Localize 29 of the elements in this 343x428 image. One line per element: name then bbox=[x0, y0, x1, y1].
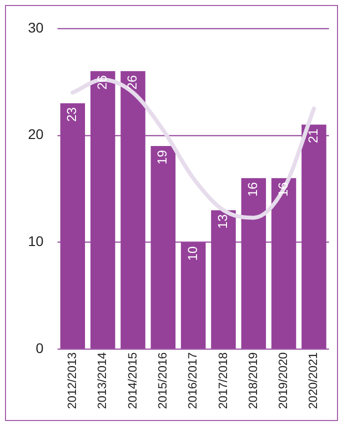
x-tick-label: 2015/2016 bbox=[155, 352, 170, 410]
x-tick-label: 2019/2020 bbox=[276, 352, 290, 410]
data-label: 21 bbox=[306, 128, 320, 144]
data-label: 23 bbox=[64, 107, 80, 122]
x-tick-label: 2013/2014 bbox=[95, 352, 110, 410]
x-tick-label: 2017/2018 bbox=[216, 352, 230, 410]
bar bbox=[90, 71, 116, 349]
x-tick-label: 2018/2019 bbox=[246, 352, 260, 410]
bar bbox=[150, 146, 176, 349]
bar bbox=[211, 210, 236, 349]
data-label: 10 bbox=[184, 246, 200, 261]
bar bbox=[271, 178, 296, 349]
data-label: 26 bbox=[124, 75, 140, 90]
y-tick-label: 30 bbox=[28, 19, 44, 36]
data-label: 16 bbox=[245, 182, 260, 197]
y-tick-label: 20 bbox=[28, 126, 44, 142]
y-tick-label: 0 bbox=[36, 340, 44, 356]
data-label: 19 bbox=[154, 150, 170, 165]
data-label: 13 bbox=[215, 214, 230, 229]
x-tick-label: 2020/2021 bbox=[306, 352, 320, 410]
bar bbox=[120, 71, 146, 349]
bar bbox=[241, 178, 266, 349]
x-tick-label: 2012/2013 bbox=[64, 352, 79, 410]
y-tick-label: 10 bbox=[28, 233, 44, 250]
bar bbox=[302, 124, 326, 349]
x-tick-label: 2014/2015 bbox=[125, 352, 140, 410]
x-tick-label: 2016/2017 bbox=[186, 352, 200, 410]
bar bbox=[60, 103, 86, 349]
bar bbox=[180, 242, 206, 349]
